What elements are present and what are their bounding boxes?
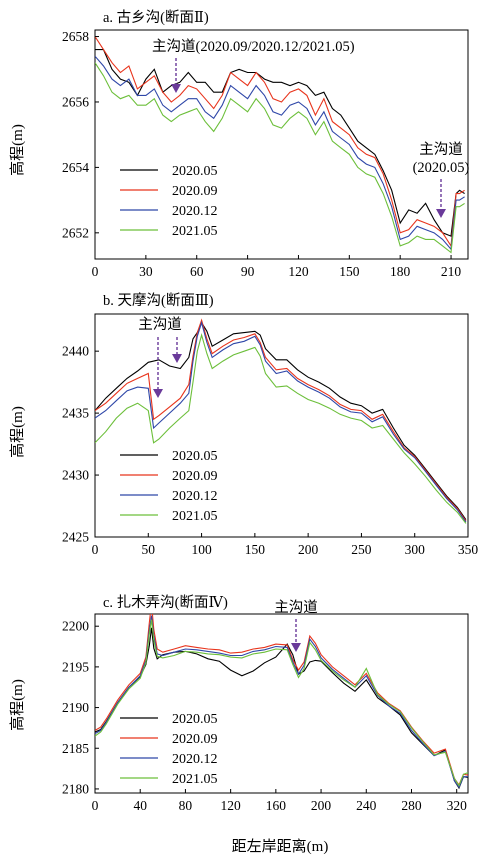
x-tick-label: 0 <box>92 798 99 813</box>
x-tick-label: 0 <box>92 542 99 557</box>
legend-label: 2020.12 <box>172 489 218 504</box>
y-tick-label: 2654 <box>62 160 89 175</box>
y-axis-label: 高程(m) <box>9 679 26 731</box>
annotation-label: 主沟道(2020.09/2020.12/2021.05) <box>152 38 355 55</box>
y-tick-label: 2195 <box>62 659 89 674</box>
plot-frame <box>94 29 469 260</box>
chart-panel-1: 0 30 60 90 120 150 180 210 2652 2654 2656 2658 高程(m)… <box>9 9 470 279</box>
x-tick-label: 100 <box>191 542 212 557</box>
x-tick-label: 300 <box>405 542 426 557</box>
plot-frame <box>94 313 469 538</box>
legend-label: 2020.09 <box>172 469 218 484</box>
series-line-2021.05 <box>95 619 468 787</box>
panel-title: c. 扎木弄沟(断面Ⅳ) <box>103 594 228 611</box>
y-axis-label: 高程(m) <box>9 124 26 176</box>
x-tick-label: 40 <box>133 798 147 813</box>
annotation-arrowhead <box>171 84 181 93</box>
annotation-label: 主沟道 <box>274 599 318 616</box>
x-tick-label: 120 <box>288 264 309 279</box>
x-tick-label: 60 <box>190 264 204 279</box>
legend-label: 2021.05 <box>172 224 218 239</box>
x-tick-label: 120 <box>221 798 242 813</box>
x-tick-label: 200 <box>311 798 332 813</box>
legend-label: 2020.09 <box>172 732 218 747</box>
chart-panel-3: 0 40 80 120 160 200 240 280 320 2180 2185 2190 2195 2… <box>9 594 469 813</box>
y-tick-label: 2435 <box>62 406 89 421</box>
x-tick-label: 350 <box>458 542 479 557</box>
panel-title: a. 古乡沟(断面Ⅱ) <box>103 9 209 26</box>
y-tick-label: 2440 <box>62 344 89 359</box>
legend-label: 2021.05 <box>172 772 218 787</box>
legend-label: 2021.05 <box>172 509 218 524</box>
y-tick-label: 2190 <box>62 700 89 715</box>
x-tick-label: 320 <box>447 798 468 813</box>
series-line-2021.05 <box>95 62 465 254</box>
x-tick-label: 180 <box>390 264 411 279</box>
y-tick-label: 2185 <box>62 741 89 756</box>
y-axis-label: 高程(m) <box>9 406 26 458</box>
x-tick-label: 50 <box>142 542 156 557</box>
y-tick-label: 2656 <box>62 94 89 109</box>
legend-label: 2020.05 <box>172 449 218 464</box>
annotation-label: 主沟道 <box>138 316 182 333</box>
y-tick-label: 2430 <box>62 468 89 483</box>
x-tick-label: 200 <box>298 542 319 557</box>
legend-label: 2020.09 <box>172 184 218 199</box>
x-tick-label: 150 <box>245 542 266 557</box>
x-tick-label: 80 <box>179 798 193 813</box>
y-tick-label: 2425 <box>62 530 89 545</box>
series-line-2020.12 <box>95 615 468 789</box>
annotation-arrowhead <box>172 354 182 363</box>
annotation-label: (2020.05) <box>413 160 470 176</box>
legend-label: 2020.05 <box>172 712 218 727</box>
chart-panel-2: 0 50 100 150 200 250 300 350 2425 2430 2435 2440 高程(… <box>9 291 478 557</box>
y-tick-label: 2180 <box>62 781 89 796</box>
series-line-2020.12 <box>95 55 465 251</box>
legend-label: 2020.12 <box>172 752 218 767</box>
chart-panels: 0 30 60 90 120 150 180 210 2652 2654 2656 2658 高程(m)… <box>9 9 478 813</box>
series-line-2020.12 <box>95 320 467 523</box>
y-tick-label: 2658 <box>62 29 89 44</box>
x-tick-label: 250 <box>351 542 372 557</box>
x-tick-label: 280 <box>401 798 422 813</box>
x-tick-label: 160 <box>266 798 287 813</box>
x-tick-label: 150 <box>339 264 360 279</box>
series-line-2020.09 <box>95 36 465 248</box>
series-line-2020.05 <box>95 627 468 790</box>
x-tick-label: 30 <box>139 264 153 279</box>
x-axis-label: 距左岸距离(m) <box>232 838 329 855</box>
x-tick-label: 240 <box>356 798 377 813</box>
series-line-2020.05 <box>95 321 467 521</box>
panel-title: b. 天摩沟(断面Ⅲ) <box>103 291 214 309</box>
y-tick-label: 2652 <box>62 225 89 240</box>
series-line-2020.05 <box>95 49 465 237</box>
annotation-arrowhead <box>153 389 163 398</box>
series-line-2021.05 <box>95 333 467 524</box>
legend-label: 2020.05 <box>172 164 218 179</box>
x-tick-label: 90 <box>241 264 255 279</box>
annotation-arrowhead <box>436 209 446 218</box>
x-tick-label: 210 <box>441 264 462 279</box>
annotation-arrowhead <box>291 643 301 652</box>
x-tick-label: 0 <box>92 264 99 279</box>
y-tick-label: 2200 <box>62 619 89 634</box>
plot-frame <box>94 613 469 794</box>
series-line-2020.09 <box>95 318 467 522</box>
annotation-label: 主沟道 <box>419 141 463 158</box>
legend-label: 2020.12 <box>172 204 218 219</box>
